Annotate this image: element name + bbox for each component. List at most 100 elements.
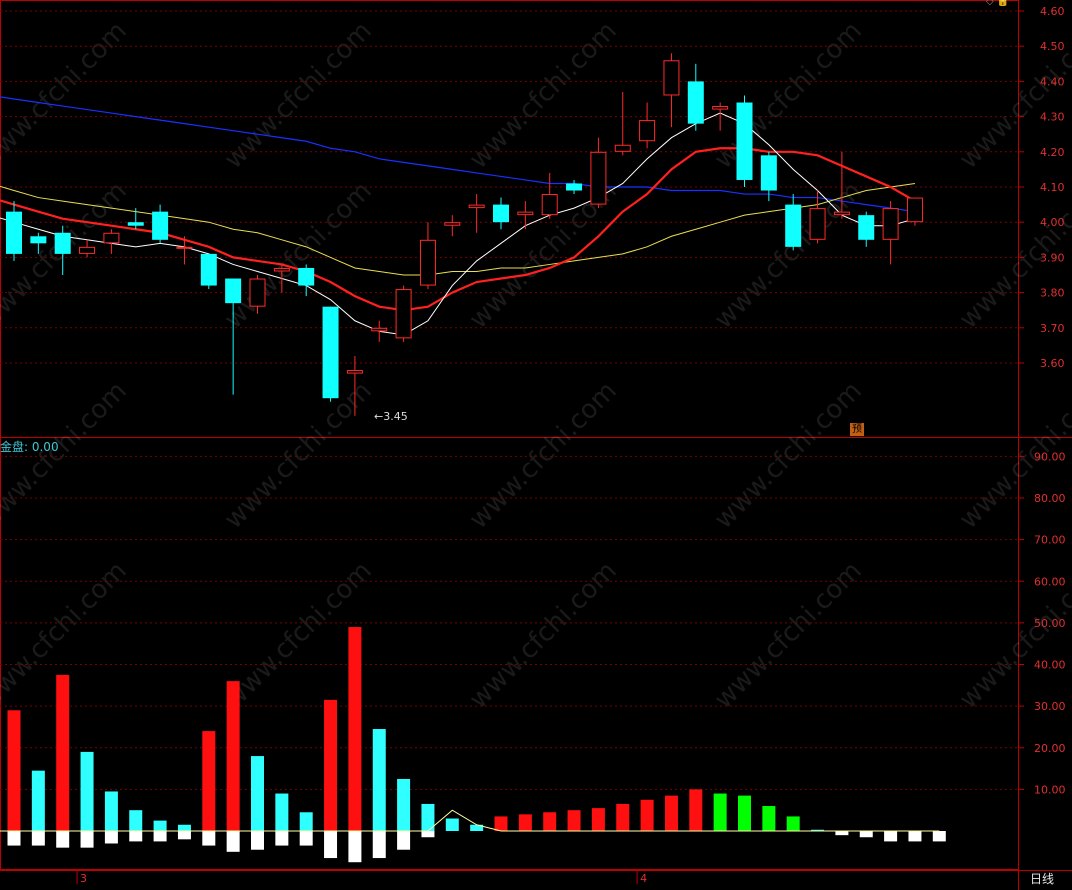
volume-bar: [421, 803, 435, 831]
watermark-text: www.cfchi.com: [709, 556, 868, 715]
candle-body: [760, 155, 777, 191]
candle-body: [566, 183, 583, 191]
candle-body: [663, 60, 680, 96]
candle-body: [712, 106, 729, 110]
watermark-text: www.cfchi.com: [709, 376, 868, 535]
volume-negative-bar: [932, 831, 946, 842]
volume-bar: [299, 812, 313, 831]
candle-body: [541, 194, 558, 216]
watermark-text: www.cfchi.com: [0, 16, 133, 175]
candle-body: [809, 208, 826, 240]
candle-body: [736, 102, 753, 180]
volume-bar: [567, 810, 581, 831]
volume-bar: [275, 793, 289, 831]
watermark-text: www.cfchi.com: [464, 376, 623, 535]
candle-body: [833, 211, 850, 216]
candle-body: [322, 306, 339, 399]
candle-body: [103, 232, 120, 244]
candle-body: [127, 222, 144, 226]
volume-bar: [348, 627, 362, 831]
candle-body: [6, 211, 22, 254]
date-tick-label: 3: [80, 872, 87, 885]
price-tick-label: 4.30: [1040, 111, 1065, 124]
volume-negative-bar: [153, 831, 167, 842]
ma20-line: [0, 182, 916, 276]
volume-bar: [324, 699, 338, 831]
indicator-label: 金盘: 0.00: [0, 440, 59, 454]
candle-body: [639, 120, 656, 142]
watermark-text: www.cfchi.com: [464, 16, 623, 175]
volume-bar: [7, 710, 21, 831]
volume-tick-label: 30.00: [1034, 700, 1066, 713]
low-price-marker: ←3.45: [374, 410, 408, 423]
corner-lock-icon[interactable]: ◇ 🔒: [986, 0, 1010, 7]
volume-negative-bar: [177, 831, 191, 840]
candle-body: [614, 144, 631, 152]
volume-bar: [31, 770, 45, 831]
candle-body: [176, 246, 193, 249]
volume-negative-bar: [421, 831, 435, 838]
volume-bar: [445, 818, 459, 831]
volume-negative-bar: [226, 831, 240, 852]
signal-line: [0, 809, 940, 832]
volume-bar: [372, 729, 386, 831]
candle-body: [687, 81, 704, 124]
candle-body: [785, 204, 802, 247]
volume-negative-bar: [348, 831, 362, 863]
ma5-line: [0, 112, 916, 336]
watermark-text: www.cfchi.com: [219, 176, 378, 335]
forecast-badge: 预: [850, 423, 864, 436]
volume-bar: [104, 791, 118, 831]
candle-body: [152, 211, 169, 240]
watermark-text: www.cfchi.com: [464, 556, 623, 715]
watermark-text: www.cfchi.com: [0, 376, 133, 535]
candle-body: [882, 208, 899, 240]
price-tick-label: 4.50: [1040, 40, 1065, 53]
volume-bar: [56, 674, 70, 831]
watermark-text: www.cfchi.com: [709, 176, 868, 335]
candle-body: [273, 267, 290, 272]
watermark-text: www.cfchi.com: [219, 376, 378, 535]
price-tick-label: 3.80: [1040, 287, 1065, 300]
volume-negative-bar: [56, 831, 70, 848]
timeframe-label[interactable]: 日线: [1029, 872, 1054, 886]
candle-body: [225, 278, 242, 304]
ma60-line: [0, 96, 916, 213]
volume-tick-label: 60.00: [1034, 575, 1066, 588]
candle-body: [444, 222, 461, 226]
candle-body: [858, 215, 875, 240]
candle-body: [249, 278, 266, 307]
candle-body: [468, 204, 485, 209]
volume-bar: [80, 751, 94, 831]
candle-body: [906, 197, 923, 223]
watermark-text: www.cfchi.com: [0, 176, 133, 335]
volume-bar: [494, 816, 508, 831]
volume-bar: [640, 799, 654, 831]
candle-body: [590, 151, 607, 205]
price-tick-label: 3.90: [1040, 251, 1065, 264]
volume-bar: [738, 795, 751, 831]
volume-bar: [591, 808, 605, 831]
volume-bar: [397, 778, 411, 831]
volume-negative-bar: [251, 831, 264, 850]
candle-body: [517, 211, 534, 216]
price-tick-label: 4.10: [1040, 181, 1065, 194]
price-tick-label: 4.00: [1040, 216, 1065, 229]
volume-bar: [616, 803, 630, 831]
price-tick-label: 4.40: [1040, 75, 1065, 88]
volume-negative-bar: [859, 831, 873, 838]
volume-negative-bar: [372, 831, 386, 859]
candle-body: [371, 327, 388, 332]
volume-negative-bar: [202, 831, 216, 846]
volume-negative-bar: [324, 831, 338, 859]
volume-bar: [202, 731, 216, 831]
candle-body: [346, 370, 363, 374]
volume-negative-bar: [299, 831, 313, 846]
volume-tick-label: 80.00: [1034, 492, 1066, 505]
volume-bar: [786, 816, 800, 831]
volume-negative-bar: [80, 831, 94, 848]
candle-body: [30, 236, 47, 244]
volume-negative-bar: [884, 831, 898, 842]
candle-body: [200, 253, 217, 286]
